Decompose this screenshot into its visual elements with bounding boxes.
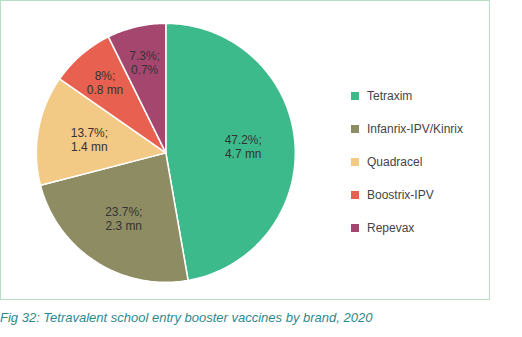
html-text:Boostrix-IPV: Boostrix-IPV: [367, 187, 434, 202]
html-text:Quadracel: Quadracel: [367, 154, 423, 169]
html-text:Tetraxim: Tetraxim: [367, 88, 413, 103]
svg-text:23.7%;2.3 mn: 23.7%;2.3 mn: [105, 205, 142, 233]
html-text:Repevax: Repevax: [367, 220, 415, 235]
html-text:Infanrix-IPV/Kinrix: Infanrix-IPV/Kinrix: [367, 121, 463, 136]
svg-text:13.7%;1.4 mn: 13.7%;1.4 mn: [71, 126, 108, 154]
svg-text:47.2%;4.7 mn: 47.2%;4.7 mn: [225, 133, 262, 161]
svg-text:7.3%;0.7%: 7.3%;0.7%: [129, 49, 160, 77]
svg-text:8%;0.8 mn: 8%;0.8 mn: [87, 69, 124, 97]
html-text:Fig 32: Tetravalent school ent: Fig 32: Tetravalent school entry booster…: [0, 310, 373, 325]
